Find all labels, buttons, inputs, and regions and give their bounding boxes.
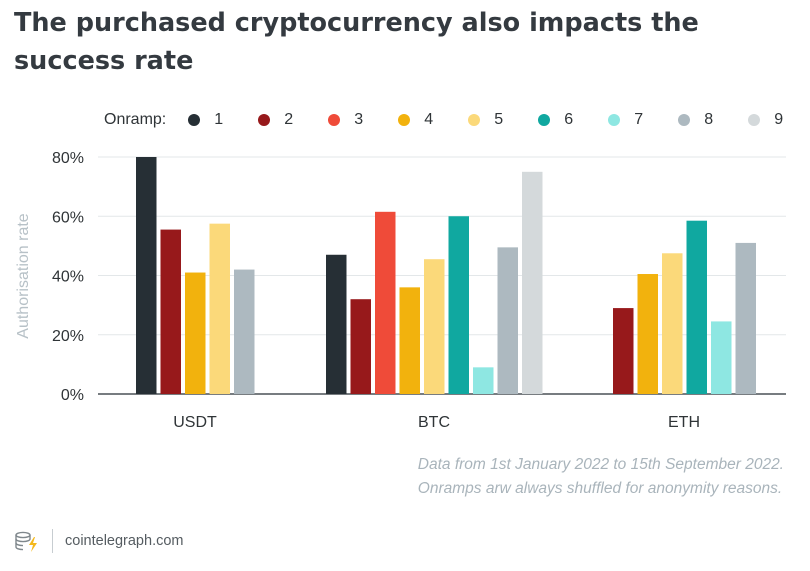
bar-eth-onramp-6 xyxy=(686,220,707,394)
legend-text-3: 3 xyxy=(354,111,364,128)
legend-swatch-3 xyxy=(328,114,341,126)
y-tick-label: 40% xyxy=(52,269,84,286)
chart-title: The purchased cryptocurrency also impact… xyxy=(14,8,699,76)
y-tick-label: 0% xyxy=(61,387,84,404)
legend-text-5: 5 xyxy=(494,111,504,128)
legend-swatch-2 xyxy=(258,114,271,126)
bar-btc-onramp-9 xyxy=(522,171,543,394)
bar-usdt-onramp-4 xyxy=(185,272,206,394)
legend-text-7: 7 xyxy=(634,111,644,128)
legend-item-7: 7 xyxy=(608,111,678,129)
bar-btc-onramp-7 xyxy=(473,367,494,394)
bar-usdt-onramp-5 xyxy=(209,223,230,394)
legend-swatch-1 xyxy=(188,114,201,126)
legend-swatch-7 xyxy=(608,114,621,126)
bar-eth-onramp-2 xyxy=(613,308,634,394)
legend-text-6: 6 xyxy=(564,111,574,128)
y-axis-label: Authorisation rate xyxy=(15,213,32,339)
x-tick-label-eth: ETH xyxy=(668,414,700,431)
bar-usdt-onramp-1 xyxy=(136,157,157,394)
bar-btc-onramp-1 xyxy=(326,254,347,394)
bar-btc-onramp-2 xyxy=(350,299,371,394)
legend-item-9: 9 xyxy=(748,111,810,129)
bar-eth-onramp-7 xyxy=(711,321,732,394)
legend-item-6: 6 xyxy=(538,111,608,129)
legend-item-4: 4 xyxy=(398,111,468,129)
footer-divider xyxy=(52,529,53,553)
site-name: cointelegraph.com xyxy=(65,533,184,549)
bar-btc-onramp-5 xyxy=(424,259,445,394)
legend-label: Onramp: xyxy=(104,111,167,128)
bar-eth-onramp-5 xyxy=(662,253,683,394)
y-tick-label: 20% xyxy=(52,328,84,345)
bar-btc-onramp-8 xyxy=(497,247,518,394)
legend-text-1: 1 xyxy=(214,111,224,128)
bar-usdt-onramp-8 xyxy=(234,269,255,394)
y-tick-label: 80% xyxy=(52,150,84,167)
legend-item-2: 2 xyxy=(258,111,328,129)
legend-swatch-4 xyxy=(398,114,411,126)
legend-item-1: 1 xyxy=(188,111,258,129)
legend-text-9: 9 xyxy=(774,111,784,128)
bar-btc-onramp-6 xyxy=(448,216,469,394)
legend: Onramp: 1 2 3 4 5 6 7 8 9 xyxy=(104,108,810,132)
legend-swatch-6 xyxy=(538,114,551,126)
bar-eth-onramp-8 xyxy=(735,242,756,394)
legend-swatch-5 xyxy=(468,114,481,126)
cointelegraph-logo-icon xyxy=(15,531,37,552)
data-note: Data from 1st January 2022 to 15th Septe… xyxy=(418,453,784,501)
legend-swatch-9 xyxy=(748,114,761,126)
footer: cointelegraph.com xyxy=(14,528,184,554)
bar-usdt-onramp-2 xyxy=(160,229,181,394)
legend-text-8: 8 xyxy=(704,111,714,128)
legend-item-5: 5 xyxy=(468,111,538,129)
legend-text-4: 4 xyxy=(424,111,434,128)
legend-item-8: 8 xyxy=(678,111,748,129)
bar-chart: 0% 20% 40% 60% 80% Authorisation rate USDT BTC E… xyxy=(15,150,786,431)
bar-eth-onramp-4 xyxy=(637,274,658,394)
x-tick-label-btc: BTC xyxy=(418,414,450,431)
legend-item-3: 3 xyxy=(328,111,398,129)
note-line-1: Data from 1st January 2022 to 15th Septe… xyxy=(417,456,784,473)
legend-swatch-8 xyxy=(678,114,691,126)
bar-btc-onramp-3 xyxy=(375,211,396,394)
x-tick-label-usdt: USDT xyxy=(173,414,217,431)
bar-btc-onramp-4 xyxy=(399,287,420,394)
note-line-2: Onramps arw always shuffled for anonymit… xyxy=(417,480,783,497)
legend-text-2: 2 xyxy=(284,111,294,128)
y-tick-label: 60% xyxy=(52,209,84,226)
